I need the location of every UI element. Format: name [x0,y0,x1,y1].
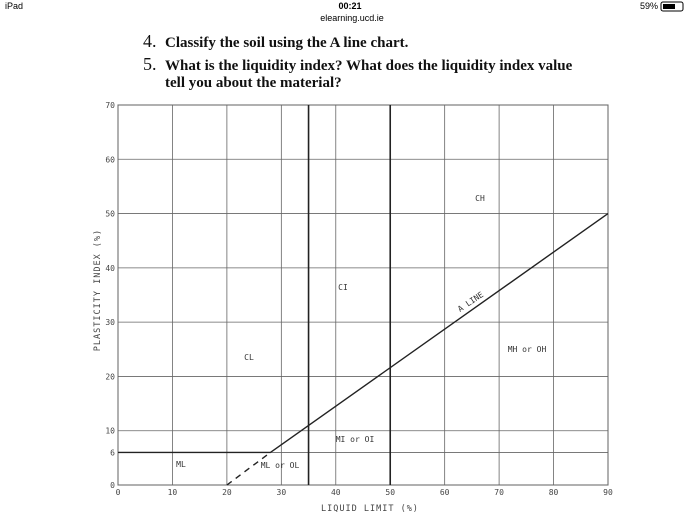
plot-frame [117,104,609,486]
clock: 00:21 [338,1,361,11]
chart: 0 6 10 20 30 40 50 60 70 0 10 20 30 40 50 60 70 80 90 CH CI C… [93,101,613,514]
question-number: 5. [143,54,157,74]
y-tick-label: 30 [105,318,115,327]
x-tick-label: 90 [603,488,613,497]
battery-fill [663,4,675,9]
x-tick-label: 10 [168,488,178,497]
a-line [118,212,609,454]
x-tick-label: 0 [116,488,121,497]
status-bar: iPad 00:21 elearning.ucd.ie 59% [5,1,684,23]
region-label: MI or OI [336,435,375,444]
region-label: ML or OL [261,461,300,470]
region-label: CH [475,194,485,203]
y-tick-label: 10 [105,427,115,436]
x-tick-label: 60 [440,488,450,497]
region-label: CL [244,353,254,362]
y-tick-label: 20 [105,372,115,381]
question-text: tell you about the material? [165,75,342,91]
y-tick-label: 0 [110,481,115,490]
x-tick-label: 80 [549,488,559,497]
a-line [226,451,271,486]
region-label: MH or OH [508,345,547,354]
questions: 4. Classify the soil using the A line cha… [143,31,573,91]
y-tick-label: 40 [105,264,115,273]
battery-icon [660,1,684,12]
battery-level: 59% [640,1,658,11]
question-number: 4. [143,31,157,51]
x-axis-title: LIQUID LIMIT (%) [321,504,419,514]
y-tick-label: 70 [105,101,115,110]
region-label: ML [176,460,186,469]
y-tick-label: 50 [105,210,115,219]
y-tick-label: 60 [105,155,115,164]
question-text: Classify the soil using the A line chart… [165,35,409,51]
x-tick-label: 20 [222,488,232,497]
question-text: What is the liquidity index? What does t… [165,58,573,74]
device-name: iPad [5,1,23,11]
region-label: CI [338,283,348,292]
x-tick-label: 40 [331,488,341,497]
y-tick-label: 6 [110,448,115,457]
x-tick-label: 50 [385,488,395,497]
url[interactable]: elearning.ucd.ie [320,13,384,23]
y-axis-title: PLASTICITY INDEX (%) [93,229,103,351]
x-tick-label: 30 [277,488,287,497]
x-tick-label: 70 [494,488,504,497]
